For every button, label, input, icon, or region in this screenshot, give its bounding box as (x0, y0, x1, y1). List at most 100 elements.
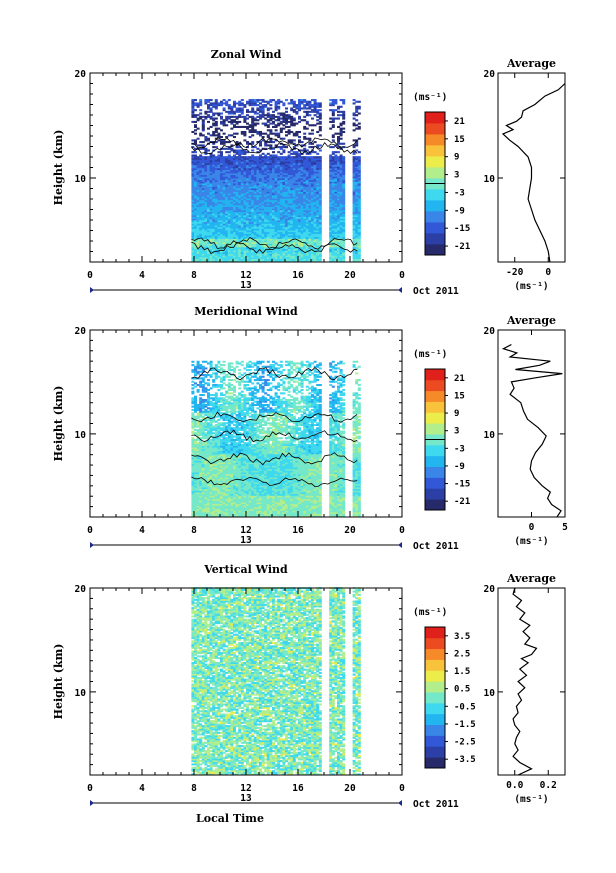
heatmap-cell (227, 221, 231, 224)
heatmap-cell (287, 171, 291, 174)
heatmap-cell (287, 162, 291, 165)
heatmap-cell (201, 125, 205, 128)
heatmap-cell (238, 107, 242, 110)
heatmap-cell (230, 218, 234, 221)
heatmap-cell (311, 124, 314, 127)
heatmap-cell (194, 151, 197, 154)
heatmap-cell (212, 102, 216, 105)
heatmap-cell (295, 220, 299, 223)
heatmap-cell (194, 240, 197, 243)
heatmap-cell (300, 206, 304, 209)
heatmap-cell (225, 251, 229, 254)
heatmap-cell (290, 206, 294, 209)
heatmap-cell (308, 235, 312, 238)
heatmap-cell (256, 189, 260, 192)
heatmap-cell (194, 115, 197, 118)
heatmap-cell (220, 251, 223, 254)
heatmap-cell (220, 236, 223, 239)
heatmap-cell (196, 220, 200, 223)
heatmap-cell (191, 151, 195, 154)
heatmap-cell (235, 251, 239, 254)
heatmap-cell (253, 164, 257, 167)
heatmap-cell (313, 171, 317, 174)
heatmap-cell (290, 181, 294, 184)
heatmap-cell (199, 184, 203, 187)
heatmap-cell (220, 231, 223, 234)
heatmap-cell (199, 243, 203, 246)
heatmap-cell (240, 214, 244, 218)
heatmap-cell (290, 161, 294, 164)
heatmap-cell (311, 184, 314, 187)
heatmap-cell (313, 176, 317, 179)
heatmap-cell (285, 196, 288, 199)
heatmap-cell (266, 136, 270, 139)
heatmap-cell (313, 214, 317, 218)
heatmap-cell (225, 250, 229, 253)
heatmap-cell (222, 253, 226, 256)
heatmap-cell (199, 174, 203, 177)
heatmap-cell (204, 100, 208, 103)
heatmap-cell (248, 172, 252, 176)
heatmap-cell (251, 156, 255, 159)
heatmap-cell (292, 256, 296, 260)
heatmap-cell (204, 253, 208, 256)
heatmap-cell (305, 184, 309, 187)
heatmap-cell (204, 172, 208, 176)
heatmap-cell (311, 208, 314, 211)
heatmap-cell (196, 193, 200, 196)
heatmap-cell (269, 181, 273, 184)
heatmap-cell (259, 102, 262, 105)
heatmap-cell (261, 139, 265, 142)
heatmap-cell (259, 169, 262, 172)
heatmap-cell (259, 166, 262, 169)
heatmap-cell (355, 124, 359, 127)
heatmap-cell (209, 233, 213, 236)
heatmap-cell (264, 236, 268, 239)
heatmap-cell (342, 130, 346, 134)
heatmap-cell (279, 198, 283, 201)
heatmap-cell (316, 181, 320, 184)
heatmap-cell (282, 171, 286, 174)
heatmap-cell (230, 255, 234, 258)
heatmap-cell (266, 226, 270, 229)
heatmap-cell (217, 186, 221, 189)
heatmap-cell (194, 221, 197, 224)
heatmap-cell (191, 178, 195, 181)
heatmap-cell (209, 178, 213, 181)
heatmap-cell (251, 223, 255, 226)
heatmap-cell (201, 233, 205, 236)
heatmap-cell (240, 209, 244, 212)
heatmap-cell (235, 172, 239, 176)
heatmap-cell (298, 164, 301, 167)
heatmap-cell (251, 253, 255, 256)
heatmap-cell (243, 105, 247, 108)
heatmap-cell (282, 209, 286, 212)
heatmap-cell (199, 206, 203, 209)
heatmap-cell (238, 253, 242, 256)
heatmap-cell (204, 201, 208, 204)
heatmap-cell (269, 226, 273, 229)
heatmap-cell (287, 157, 291, 160)
heatmap-cell (316, 235, 320, 238)
heatmap-cell (238, 204, 242, 207)
heatmap-cell (204, 248, 208, 251)
heatmap-cell (212, 236, 216, 239)
heatmap-cell (282, 164, 286, 167)
heatmap-cell (266, 172, 270, 176)
heatmap-cell (196, 199, 200, 202)
colorbar-segment (425, 211, 445, 223)
heatmap-cell (308, 139, 312, 142)
heatmap-cell (222, 201, 226, 204)
heatmap-cell (264, 159, 268, 162)
heatmap-cell (196, 211, 200, 214)
heatmap-cell (230, 251, 234, 254)
heatmap-cell (212, 204, 216, 207)
heatmap-cell (220, 213, 223, 216)
heatmap-cell (207, 235, 210, 238)
heatmap-cell (222, 223, 226, 226)
heatmap-cell (259, 183, 262, 186)
heatmap-cell (261, 99, 265, 102)
heatmap-cell (295, 253, 299, 256)
heatmap-cell (316, 105, 320, 108)
heatmap-cell (191, 364, 195, 367)
